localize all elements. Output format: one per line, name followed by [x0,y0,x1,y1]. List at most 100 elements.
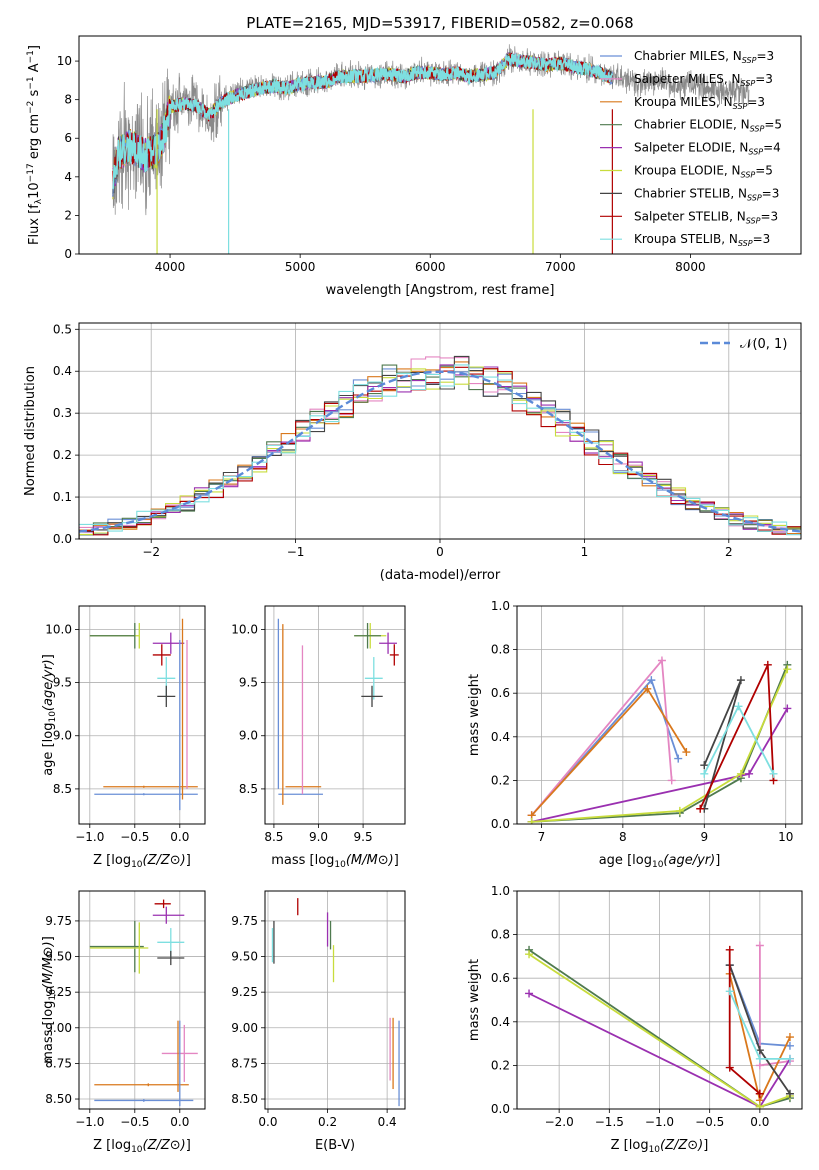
x-tick-label: −1.5 [595,1115,624,1129]
y-axis-label: mass weight [467,959,482,1041]
x-tick-label: −1.0 [645,1115,674,1129]
weight-marker [736,769,745,778]
x-tick-label: 8 [619,830,627,844]
weight-marker [783,665,792,674]
axes-mass-vs-EBV: 0.0 0.2 0.4 8.50 8.75 9.00 9.25 9.50 9.75 [231,890,406,1129]
axes-residuals: −2 −1 0 1 2 0.0 0.1 0.2 0.3 0.4 0.5 [53,322,802,559]
x-tick-label: 9.0 [309,830,328,844]
weight-series-line [531,664,789,823]
legend-label: Chabrier ELODIE, NSSP=5 [634,118,782,134]
y-tick-label: 4 [64,170,72,184]
x-axis-label: age [log10(age/yr)] [599,853,721,870]
x-tick-label: −1.0 [75,830,104,844]
plot-area [527,656,792,824]
errorbar-point [361,685,383,708]
x-axis-label: Z [log10(Z/Z⊙)] [611,1138,709,1155]
y-tick-label: 8.50 [231,1092,258,1106]
weight-marker [525,950,534,959]
weight-marker [674,754,683,763]
x-tick-label: −0.5 [120,1115,149,1129]
weight-marker [675,806,684,815]
x-tick-label: 0.0 [258,1115,277,1129]
x-tick-label: 10 [778,830,793,844]
axes-age-vs-mass: 8.5 9.0 9.5 8.5 9.0 9.5 10.0 [231,605,406,844]
y-tick-label: 0.3 [53,406,72,420]
y-tick-label: 0.2 [491,773,510,787]
plot-area [112,44,750,254]
weight-marker [725,945,734,954]
weight-series-line [531,687,688,816]
axes-frame [78,605,206,825]
observed-spectrum-line [112,44,750,216]
axes-frame [78,35,802,255]
axes-frame [516,890,803,1110]
y-axis-label: mass [log10(M/M⊙)] [41,936,58,1064]
axes-frame [516,605,803,825]
errorbar-point [157,685,176,708]
y-tick-label: 10.0 [231,622,258,636]
x-tick-label: 8.5 [264,830,283,844]
errorbar-point [152,906,185,924]
weight-marker [643,684,652,693]
y-tick-label: 0.6 [491,686,510,700]
x-axis-label: Z [log10(Z/Z⊙)] [93,853,191,870]
axes-weight-vs-age: 7 8 9 10 0.0 0.2 0.4 0.6 0.8 1.0 [491,599,803,844]
y-axis-label: Flux [fλ10−17 erg cm−2 s−1 A−1] [26,45,44,245]
x-tick-label: 9.5 [354,830,373,844]
x-axis-label: wavelength [Angstrom, rest frame] [326,283,555,298]
weight-marker [755,1054,764,1063]
weight-marker [725,1063,734,1072]
y-tick-label: 8.5 [53,782,72,796]
y-tick-label: 9.50 [231,950,258,964]
y-tick-label: 0.6 [491,971,510,985]
y-tick-label: 9.5 [53,676,72,690]
errorbar-point [157,950,185,966]
y-tick-label: 0.0 [53,532,72,546]
y-axis-label: Normed distribution [23,366,38,496]
x-tick-label: −1.0 [75,1115,104,1129]
y-tick-label: 9.0 [53,729,72,743]
weight-marker [657,656,666,665]
weight-marker [525,989,534,998]
x-tick-label: 8000 [675,260,706,274]
errorbar-point [89,623,136,649]
weight-marker [783,704,792,713]
legend-label: Kroupa MILES, NSSP=3 [634,95,765,111]
legend-label: Salpeter ELODIE, NSSP=4 [634,141,781,157]
y-tick-label: 0.2 [53,448,72,462]
weight-series-line [531,668,789,823]
x-axis-label: mass [log10(M/M⊙)] [271,853,399,870]
legend-label: Kroupa STELIB, NSSP=3 [634,232,770,248]
y-tick-label: 0.8 [491,643,510,657]
y-tick-label: 9.00 [231,1021,258,1035]
x-axis-label: (data-model)/error [380,568,501,583]
plot-area [89,899,198,1107]
y-tick-label: 10 [57,54,72,68]
y-tick-label: 0.5 [53,322,72,336]
y-tick-label: 9.75 [231,914,258,928]
weight-marker [755,941,764,950]
x-tick-label: 7 [538,830,546,844]
y-tick-label: 9.50 [45,950,72,964]
errorbar-point [154,899,171,909]
y-tick-label: 2 [64,208,72,222]
axes-weight-vs-Z: −2.0 −1.5 −1.0 −0.5 0.0 0.0 0.2 0.4 0.6 0.8 1.0 [491,884,803,1129]
weight-marker [736,676,745,685]
y-tick-label: 0 [64,247,72,261]
errorbar-point [364,657,383,700]
weight-marker [682,748,691,757]
legend-label: Chabrier STELIB, NSSP=3 [634,186,779,202]
errorbar-point [89,922,149,974]
weight-marker [785,1041,794,1050]
y-tick-label: 0.4 [53,364,72,378]
axes-frame [78,322,802,540]
y-tick-label: 1.0 [491,884,510,898]
errorbar-point [152,644,171,666]
x-tick-label: −0.5 [695,1115,724,1129]
plot-area [89,618,198,811]
x-tick-label: 0.0 [170,830,189,844]
x-tick-label: 7000 [545,260,576,274]
y-tick-label: 8 [64,93,72,107]
weight-marker [755,1046,764,1055]
